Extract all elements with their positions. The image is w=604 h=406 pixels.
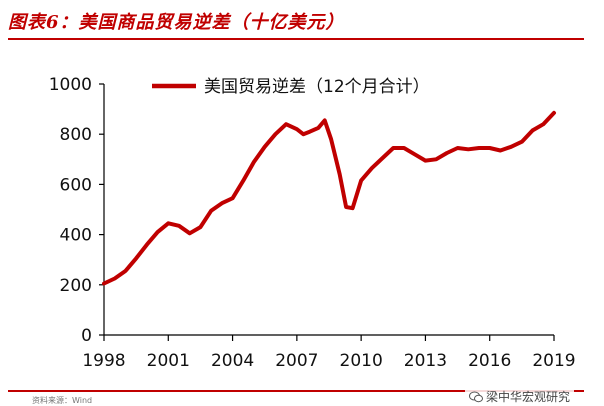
title-divider bbox=[8, 38, 584, 40]
chart-series bbox=[102, 110, 556, 286]
source-note: 资料来源：Wind bbox=[32, 396, 93, 405]
x-tick-label: 2007 bbox=[275, 351, 318, 371]
x-tick-label: 1998 bbox=[82, 351, 125, 371]
wechat-icon bbox=[468, 391, 483, 403]
y-tick-label: 600 bbox=[60, 175, 92, 195]
watermark-text: 梁中华宏观研究 bbox=[485, 390, 570, 404]
x-tick-label: 2004 bbox=[211, 351, 254, 371]
footer-divider bbox=[8, 390, 584, 392]
watermark: 梁中华宏观研究 bbox=[464, 388, 574, 405]
y-tick-label: 0 bbox=[81, 326, 92, 346]
x-tick-label: 2013 bbox=[404, 351, 447, 371]
x-tick-label: 2019 bbox=[532, 351, 575, 371]
y-tick-label: 400 bbox=[60, 226, 92, 246]
figure-title: 图表6：美国商品贸易逆差（十亿美元） bbox=[8, 12, 345, 33]
y-tick-label: 200 bbox=[60, 276, 92, 296]
chart-legend: 美国贸易逆差（12个月合计） bbox=[152, 77, 430, 97]
chart-axes: 0 200 400 600 800 1000 1998 2001 2004 2007 2010 201… bbox=[49, 75, 576, 371]
x-tick-label: 2001 bbox=[147, 351, 190, 371]
series-line bbox=[102, 110, 556, 286]
x-tick-label: 2010 bbox=[340, 351, 383, 371]
legend-label: 美国贸易逆差（12个月合计） bbox=[204, 77, 430, 97]
y-tick-label: 1000 bbox=[49, 75, 92, 95]
y-tick-label: 800 bbox=[60, 125, 92, 145]
x-tick-label: 2016 bbox=[468, 351, 511, 371]
